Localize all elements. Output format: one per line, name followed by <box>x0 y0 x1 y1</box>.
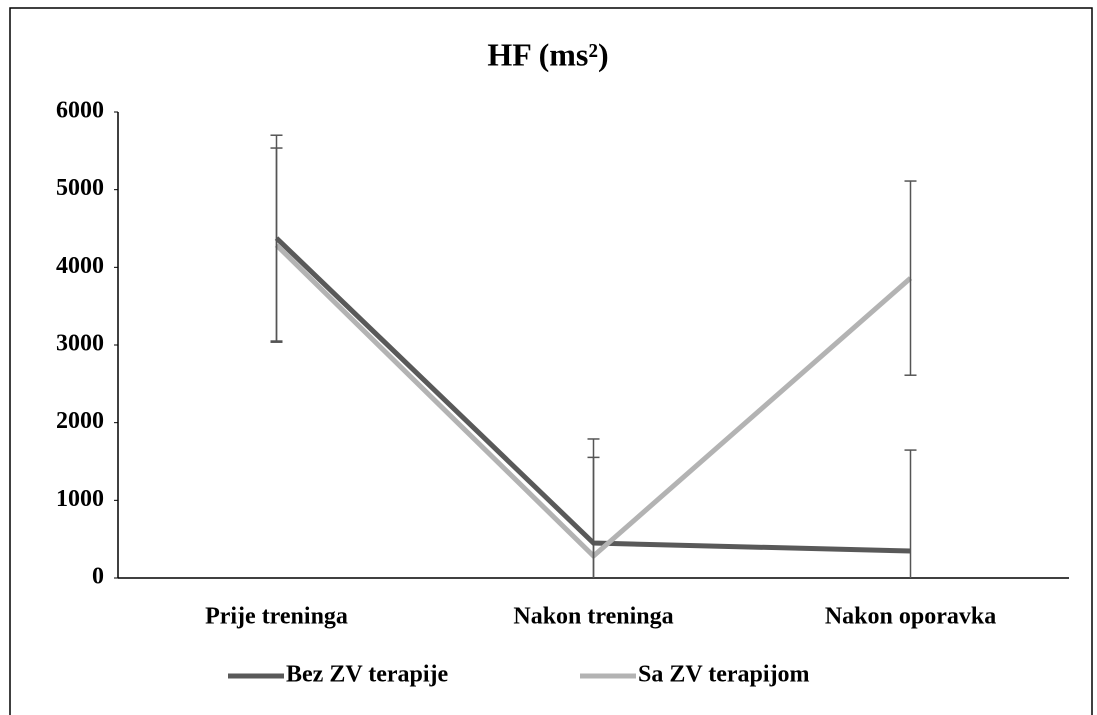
y-tick-label: 1000 <box>56 486 104 512</box>
x-tick-label: Nakon oporavka <box>825 604 996 630</box>
y-tick-label: 4000 <box>56 253 104 279</box>
y-tick-label: 3000 <box>56 331 104 357</box>
legend-label: Bez ZV terapije <box>286 662 449 688</box>
y-tick-label: 6000 <box>56 98 104 124</box>
chart-title: HF (ms²) <box>487 36 608 72</box>
legend-label: Sa ZV terapijom <box>638 662 810 688</box>
error-bar <box>904 180 917 376</box>
error-bar <box>270 147 283 343</box>
frame <box>9 7 1093 715</box>
y-tick-label: 5000 <box>56 175 104 201</box>
error-bar <box>587 456 600 578</box>
x-tick-label: Prije treninga <box>205 604 348 630</box>
plot <box>270 134 917 578</box>
error-bar <box>904 449 917 578</box>
y-tick-label: 0 <box>92 564 104 590</box>
y-tick-label: 2000 <box>56 408 104 434</box>
x-tick-label: Nakon treninga <box>513 604 673 630</box>
